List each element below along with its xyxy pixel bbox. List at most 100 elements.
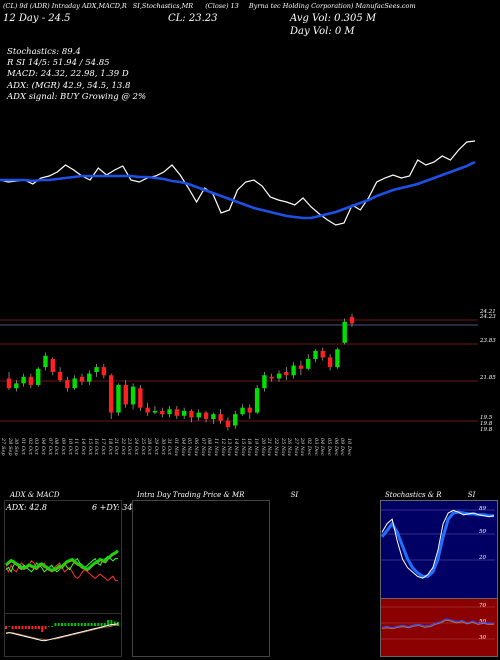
candle-body (349, 316, 355, 324)
stochastics-panel (380, 500, 498, 600)
x-tick-label: 20 Nov (259, 438, 266, 457)
x-tick-label: 25 Nov (279, 438, 286, 457)
candle-body (225, 420, 231, 428)
x-tick-label: 05 Dec (326, 438, 332, 456)
x-tick-label: 04 Dec (319, 438, 326, 456)
x-tick-label: 30 Oct (159, 438, 166, 455)
intra-title-part1: Intra Day Trading Price & MR (137, 491, 245, 499)
candle-body (28, 376, 34, 385)
x-axis-labels: 27 Sep 28 Sep 30 Sep 01 Oct 02 Oct 03 Oct 04 O… (0, 438, 500, 488)
avg-vol-label: Avg Vol: 0.305 M (290, 13, 377, 24)
candle-body (342, 321, 347, 343)
x-tick-label: 01 Oct (20, 438, 26, 455)
candle-body (101, 367, 107, 376)
x-tick-label: 19 Nov (252, 438, 259, 457)
x-tick-label: 28 Oct (146, 438, 153, 455)
candle-body (196, 412, 201, 418)
x-tick-label: 09 Dec (339, 438, 346, 456)
volume-lines (0, 140, 476, 226)
candle-body (291, 365, 296, 376)
date-label: 12 Day - 24.5 (3, 13, 71, 24)
candle-body (116, 384, 121, 413)
candle-body (211, 414, 216, 420)
x-tick-label: 12 Nov (219, 438, 226, 457)
x-tick-label: 08 Oct (53, 438, 60, 455)
candle-body (327, 357, 333, 368)
x-tick-label: 06 Dec (332, 438, 339, 456)
header-left: (CL) 9d (ADR) Intraday ADX,MACD,R (3, 2, 127, 10)
stochastics-stat: Stochastics: 89.4 (7, 47, 81, 57)
price-tick-5: 19.5 (480, 415, 493, 421)
macd-stat: MACD: 24.32, 22.98, 1.39 D (7, 69, 129, 79)
x-tick-label: 28 Sep (6, 438, 13, 456)
x-tick-label: 07 Nov (199, 438, 206, 457)
candle-body (65, 380, 70, 389)
stoch-tick-50: 50 (479, 529, 486, 535)
x-tick-label: 22 Oct (119, 438, 126, 455)
x-tick-label: 25 Oct (139, 438, 146, 455)
intra-title-part2: SI (290, 491, 299, 499)
x-tick-label: 27 Sep (0, 438, 6, 456)
header-line1: (CL) 9d (ADR) Intraday ADX,MACD,R SI,Sto… (3, 3, 416, 10)
candle-body (240, 407, 245, 415)
price-tick-1: 24.21 (480, 309, 496, 315)
candlesticks (6, 313, 355, 431)
adx-panel-value: ADX: 42.8 (6, 503, 47, 512)
price-tick-2: 24.23 (480, 314, 496, 320)
candle-body (320, 350, 326, 358)
main-price-chart (0, 140, 478, 431)
x-tick-label: 29 Nov (299, 438, 306, 457)
x-tick-label: 27 Nov (292, 438, 299, 457)
x-tick-label: 21 Nov (266, 438, 273, 457)
x-tick-label: 04 Oct (39, 438, 46, 455)
price-tick-4: 21.85 (480, 375, 496, 381)
candle-body (57, 372, 63, 381)
candle-body (254, 388, 260, 413)
x-tick-label: 22 Nov (272, 438, 279, 457)
candle-body (108, 375, 114, 413)
x-tick-label: 24 Oct (133, 438, 140, 455)
candle-body (94, 367, 99, 372)
x-tick-label: 02 Dec (306, 438, 313, 456)
x-tick-label: 31 Oct (166, 438, 173, 455)
candle-body (35, 368, 41, 385)
candle-body (247, 407, 253, 413)
candle-body (123, 384, 128, 405)
x-tick-label: 23 Oct (126, 438, 133, 455)
x-tick-label: 14 Oct (79, 438, 86, 455)
candle-body (167, 409, 172, 415)
candle-body (138, 388, 143, 408)
candle-body (233, 414, 238, 426)
x-tick-label: 11 Nov (212, 438, 219, 457)
stoch-tick-89: 89 (479, 506, 486, 512)
candle-body (14, 383, 19, 389)
rsi-tick-30: 30 (479, 635, 486, 641)
header-close: (Close) 13 (205, 2, 239, 10)
x-tick-label: 14 Nov (232, 438, 239, 457)
candle-body (130, 386, 136, 405)
header-name: Byrna tec Holding C (248, 2, 317, 10)
candle-body (306, 359, 311, 369)
price-tick-3: 23.83 (480, 338, 496, 344)
x-tick-label: 07 Oct (46, 438, 53, 455)
x-tick-label: 09 Oct (59, 438, 66, 455)
candle-body (6, 378, 12, 389)
x-tick-label: 03 Dec (312, 438, 319, 456)
x-tick-label: 15 Oct (86, 438, 93, 455)
x-tick-label: 26 Nov (286, 438, 293, 457)
candle-body (262, 375, 267, 389)
x-tick-label: 16 Oct (93, 438, 100, 455)
x-tick-label: 05 Nov (186, 438, 193, 457)
x-tick-label: 03 Oct (33, 438, 40, 455)
day-vol-label: Day Vol: 0 M (290, 26, 355, 37)
x-tick-label: 13 Nov (226, 438, 233, 457)
x-tick-label: 10 Dec (346, 438, 352, 456)
price-tick-7: 19.8 (480, 427, 493, 433)
intra-panel-title: Intra Day Trading Price & MR SI (137, 492, 298, 499)
rsi-stat: R SI 14/5: 51.94 / 54.85 (7, 58, 110, 68)
candle-body (298, 365, 304, 369)
macd-panel (4, 613, 122, 657)
adx-signal-stat: ADX signal: BUY Growing @ 2% (7, 92, 147, 102)
candle-body (284, 372, 289, 376)
candle-body (87, 373, 92, 382)
